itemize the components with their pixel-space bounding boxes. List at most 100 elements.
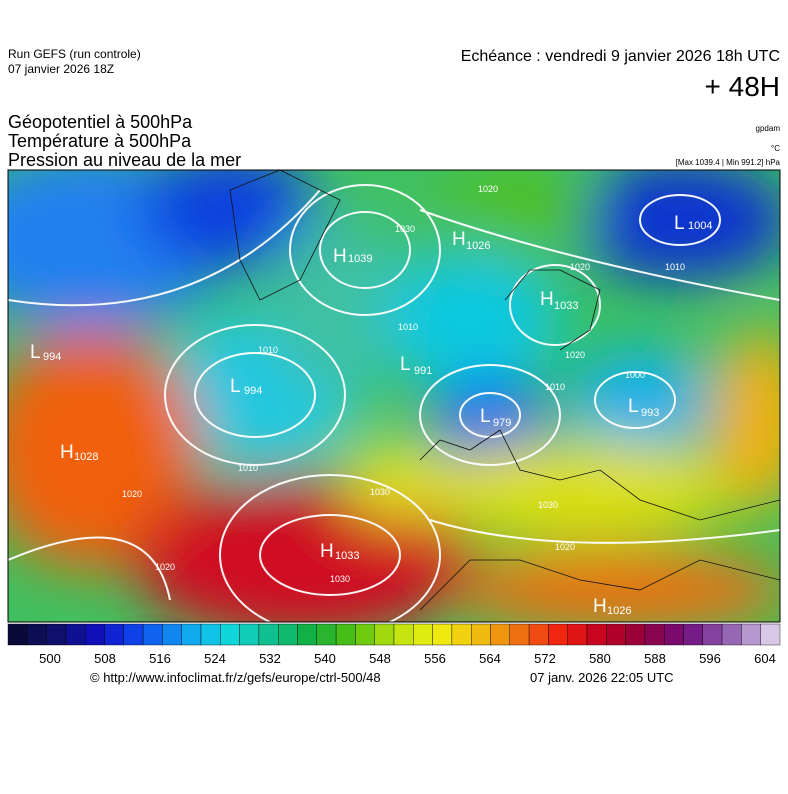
center-type: L — [400, 354, 411, 375]
colorbar-cell — [220, 623, 240, 646]
colorbar-cell — [335, 623, 356, 646]
colorbar-tick-label: 500 — [39, 651, 61, 666]
center-value: 1026 — [466, 240, 490, 252]
colorbar: 500 508 516 524 532 540 548 556 564 572 580 588 596 6… — [7, 623, 781, 666]
pressure-centers: H 1039 H 1026 L 1004 L 994 L 994 H 1028 … — [30, 213, 712, 617]
colorbar-tick-label: 588 — [644, 651, 666, 666]
colorbar-cell — [702, 623, 723, 646]
colorbar-cell — [548, 623, 568, 646]
isobar-label: 1010 — [238, 463, 258, 473]
isobar-label: 1010 — [258, 345, 278, 355]
generated-time: 07 janv. 2026 22:05 UTC — [530, 670, 674, 685]
isobar-label: 1010 — [545, 382, 565, 392]
colorbar-tick-label: 556 — [424, 651, 446, 666]
colorbar-tick-label: 564 — [479, 651, 501, 666]
colorbar-tick-label: 540 — [314, 651, 336, 666]
colorbar-cell — [142, 623, 163, 646]
title: Géopotentiel à 500hPa — [8, 112, 193, 132]
colorbar-cell — [413, 623, 433, 646]
colorbar-cell — [490, 623, 510, 646]
isobar-labels: 1020 1030 1010 1010 1030 1020 1010 1000 … — [122, 184, 685, 584]
colorbar-cell — [625, 623, 646, 646]
isobar-label: 1020 — [155, 562, 175, 572]
colorbar-cell — [123, 623, 144, 646]
colorbar-cell — [162, 623, 182, 646]
run-date: 07 janvier 2026 18Z — [8, 62, 114, 76]
colorbar-cell — [471, 623, 491, 646]
isobar-label: 1020 — [555, 542, 575, 552]
center-value: 1033 — [554, 300, 578, 312]
colorbar-tick-label: 524 — [204, 651, 226, 666]
isobar-label: 1010 — [398, 322, 418, 332]
center-type: L — [230, 376, 241, 397]
map-frame — [7, 169, 781, 623]
colorbar-cell — [683, 623, 703, 646]
center-type: H — [60, 442, 74, 463]
isobar-label: 1020 — [122, 489, 142, 499]
colorbar-cell — [741, 623, 761, 646]
lead-time: + 48H — [705, 71, 781, 102]
isobar-label: 1020 — [478, 184, 498, 194]
echeance: Echéance : vendredi 9 janvier 2026 18h U… — [461, 48, 780, 65]
colorbar-cell — [355, 623, 375, 646]
colorbar-cell — [432, 623, 453, 646]
run-label: Run GEFS (run controle) — [8, 47, 141, 61]
center-type: L — [628, 396, 639, 417]
source-url: © http://www.infoclimat.fr/z/gefs/europe… — [90, 670, 381, 685]
center-type: H — [452, 229, 466, 250]
colorbar-cell — [46, 623, 67, 646]
unit: °C — [771, 144, 780, 153]
center-type: H — [593, 596, 607, 617]
colorbar-tick-label: 548 — [369, 651, 391, 666]
center-value: 994 — [43, 351, 61, 363]
center-type: L — [480, 406, 491, 427]
isobar-label: 1030 — [370, 487, 390, 497]
isobar-label: 1010 — [665, 262, 685, 272]
colorbar-cell — [104, 623, 124, 646]
center-type: L — [30, 342, 41, 363]
colorbar-cell — [393, 623, 414, 646]
center-type: H — [540, 289, 554, 310]
center-value: 993 — [641, 407, 659, 419]
colorbar-tick-label: 604 — [754, 651, 776, 666]
center-type: L — [674, 213, 685, 234]
colorbar-cell — [374, 623, 395, 646]
isobar-label: 1020 — [565, 350, 585, 360]
colorbar-cell — [84, 623, 105, 646]
colorbar-cell — [664, 623, 684, 646]
colorbar-cell — [258, 623, 279, 646]
center-value: 1039 — [348, 253, 372, 265]
colorbar-cell — [27, 623, 47, 646]
colorbar-tick-label: 508 — [94, 651, 116, 666]
colorbar-cell — [7, 623, 28, 646]
center-value: 1004 — [688, 220, 712, 232]
colorbar-cell — [316, 623, 337, 646]
colorbar-tick-label: 572 — [534, 651, 556, 666]
colorbar-cell — [65, 623, 86, 646]
center-type: H — [333, 246, 347, 267]
isobar-label: 1020 — [570, 262, 590, 272]
map: H 1039 H 1026 L 1004 L 994 L 994 H 1028 … — [8, 170, 780, 622]
center-value: 991 — [414, 365, 432, 377]
colorbar-cell — [181, 623, 202, 646]
colorbar-cell — [644, 623, 665, 646]
colorbar-cell — [239, 623, 260, 646]
colorbar-cell — [451, 623, 472, 646]
center-value: 1033 — [335, 550, 359, 562]
isobar-label: 1030 — [330, 574, 350, 584]
center-type: H — [320, 541, 334, 562]
colorbar-tick-label: 532 — [259, 651, 281, 666]
colorbar-tick-label: 596 — [699, 651, 721, 666]
colorbar-tick-label: 516 — [149, 651, 171, 666]
colorbar-cell — [509, 623, 530, 646]
title: Pression au niveau de la mer — [8, 150, 241, 170]
isobar-label: 1000 — [625, 370, 645, 380]
colorbar-cell — [586, 623, 607, 646]
center-value: 1026 — [607, 605, 631, 617]
colorbar-cell — [528, 623, 549, 646]
colorbar-cell — [297, 623, 317, 646]
center-value: 994 — [244, 385, 262, 397]
center-value: 1028 — [74, 451, 98, 463]
colorbar-cell — [200, 623, 221, 646]
